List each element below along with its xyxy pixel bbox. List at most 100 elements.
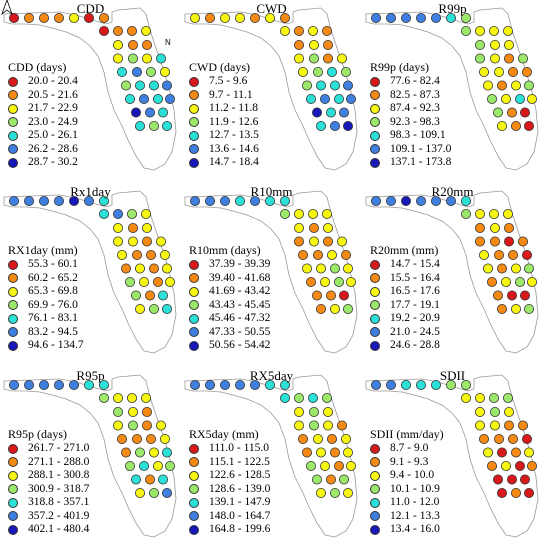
legend-swatch bbox=[189, 457, 199, 468]
station-dot bbox=[461, 208, 472, 219]
station-dot bbox=[510, 304, 521, 315]
station-dot bbox=[134, 488, 145, 499]
legend-entry: 23.0 - 24.9 bbox=[8, 116, 78, 130]
legend-label: 111.0 - 115.0 bbox=[209, 442, 270, 455]
station-dot bbox=[431, 195, 442, 206]
station-dot bbox=[99, 208, 110, 219]
legend-label: 23.0 - 24.9 bbox=[28, 115, 78, 128]
station-dot bbox=[155, 420, 166, 431]
legend-label: 122.6 - 128.5 bbox=[209, 469, 271, 482]
station-dot bbox=[99, 25, 110, 36]
legend-entry: 47.33 - 50.55 bbox=[189, 326, 270, 340]
station-dot bbox=[157, 290, 168, 301]
station-dot bbox=[370, 12, 381, 23]
station-dot bbox=[117, 434, 128, 445]
station-dot bbox=[503, 407, 514, 418]
station-dot bbox=[84, 195, 95, 206]
legend-entry: 137.1 - 173.8 bbox=[370, 156, 451, 170]
legend-title: R10mm (days) bbox=[189, 243, 261, 257]
station-dot bbox=[340, 67, 351, 78]
station-dot bbox=[250, 195, 261, 206]
station-dot bbox=[507, 67, 518, 78]
station-dot bbox=[315, 447, 326, 458]
station-dot bbox=[385, 195, 396, 206]
map-panel-r95p: R95p R95p (days) 261.7 - 271.0 271.1 - 288.… bbox=[0, 367, 181, 550]
station-dot bbox=[127, 223, 138, 234]
legend: R95p (days) 261.7 - 271.0 271.1 - 288.0 288… bbox=[8, 427, 89, 537]
station-dot bbox=[152, 461, 163, 472]
legend-label: 45.46 - 47.32 bbox=[209, 312, 271, 325]
legend-swatch bbox=[189, 484, 199, 495]
station-dot bbox=[141, 53, 152, 64]
station-dot bbox=[475, 25, 486, 36]
legend-title: R99p (days) bbox=[370, 60, 429, 74]
legend-swatch bbox=[370, 76, 380, 87]
station-dot bbox=[342, 304, 353, 315]
station-dot bbox=[461, 12, 472, 23]
legend-label: 9.4 - 10.0 bbox=[390, 469, 435, 482]
station-dot bbox=[161, 304, 172, 315]
station-dot bbox=[496, 447, 507, 458]
legend-label: 12.7 - 13.5 bbox=[209, 129, 259, 142]
station-dot bbox=[130, 107, 141, 118]
panel-title: R99p bbox=[438, 1, 467, 16]
station-dot bbox=[8, 12, 19, 23]
florida-map bbox=[365, 190, 539, 354]
station-dot bbox=[431, 379, 442, 390]
legend-swatch bbox=[189, 90, 199, 101]
station-dot bbox=[113, 420, 124, 431]
station-dot bbox=[519, 474, 530, 485]
station-dot bbox=[338, 474, 349, 485]
station-dot bbox=[446, 379, 457, 390]
station-dot bbox=[475, 236, 486, 247]
legend-entry: 43.43 - 45.45 bbox=[189, 299, 270, 313]
legend-entry: 8.7 - 9.0 bbox=[370, 442, 444, 456]
station-dot bbox=[342, 447, 353, 458]
legend-label: 69.9 - 76.0 bbox=[28, 298, 78, 311]
legend-swatch bbox=[370, 273, 380, 284]
station-dot bbox=[308, 223, 319, 234]
station-dot bbox=[479, 250, 490, 261]
station-dot bbox=[329, 263, 340, 274]
legend-label: 139.1 - 147.9 bbox=[209, 496, 271, 509]
legend: CDD (days) 20.0 - 20.4 20.5 - 21.6 21.7 - 2… bbox=[8, 60, 78, 170]
legend-entry: 357.2 - 401.9 bbox=[8, 510, 89, 524]
legend-entry: 76.1 - 83.1 bbox=[8, 312, 84, 326]
legend-label: 43.43 - 45.45 bbox=[209, 298, 271, 311]
station-dot bbox=[446, 195, 457, 206]
station-dot bbox=[69, 12, 80, 23]
panel-title: CDD bbox=[76, 1, 105, 16]
station-dot bbox=[500, 277, 511, 288]
station-dot bbox=[235, 195, 246, 206]
station-dot bbox=[148, 121, 159, 132]
legend: RX1day (mm) 55.3 - 60.1 60.2 - 65.2 65.3 - … bbox=[8, 243, 84, 353]
legend-label: 402.1 - 480.4 bbox=[28, 523, 90, 536]
legend-title: RX1day (mm) bbox=[8, 243, 78, 257]
station-dot bbox=[113, 40, 124, 51]
legend-entry: 13.6 - 14.6 bbox=[189, 143, 259, 157]
legend-entry: 17.7 - 19.1 bbox=[370, 299, 440, 313]
station-dot bbox=[54, 195, 65, 206]
station-dot bbox=[141, 407, 152, 418]
legend-entry: 9.4 - 10.0 bbox=[370, 469, 444, 483]
legend-label: 37.39 - 39.39 bbox=[209, 258, 271, 271]
station-dot bbox=[345, 94, 356, 105]
station-dot bbox=[250, 12, 261, 23]
legend-entry: 37.39 - 39.39 bbox=[189, 258, 270, 272]
panel-title: R95p bbox=[76, 368, 105, 383]
legend-swatch bbox=[370, 117, 380, 128]
station-dot bbox=[519, 107, 530, 118]
station-dot bbox=[145, 250, 156, 261]
station-dot bbox=[235, 379, 246, 390]
station-dot bbox=[521, 67, 532, 78]
legend-entry: 109.1 - 137.0 bbox=[370, 143, 451, 157]
legend-title: SDII (mm/day) bbox=[370, 427, 444, 441]
station-dot bbox=[487, 94, 498, 105]
station-dot bbox=[161, 447, 172, 458]
station-dot bbox=[345, 461, 356, 472]
legend-swatch bbox=[189, 340, 199, 351]
legend-swatch bbox=[8, 457, 18, 468]
station-dot bbox=[306, 277, 317, 288]
legend-swatch bbox=[370, 286, 380, 297]
legend-label: 11.9 - 12.6 bbox=[209, 115, 259, 128]
